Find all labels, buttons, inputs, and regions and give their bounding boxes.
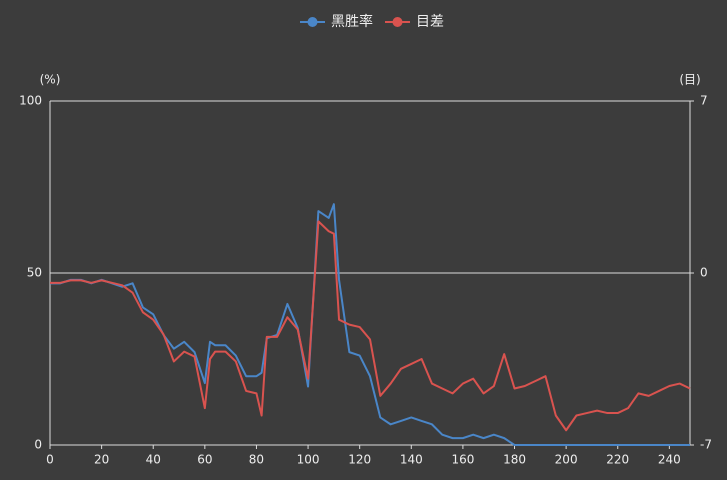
y-tick-label: 100 <box>19 94 42 108</box>
y-tick-label: 50 <box>27 266 42 280</box>
y2-tick-label: 0 <box>700 266 708 280</box>
x-tick-label: 220 <box>606 453 629 467</box>
x-tick-label: 140 <box>400 453 423 467</box>
x-tick-label: 120 <box>348 453 371 467</box>
legend-label[interactable]: 黑胜率 <box>331 13 373 30</box>
x-tick-label: 100 <box>297 453 320 467</box>
y-axis-label: (%) <box>40 73 61 87</box>
x-tick-label: 180 <box>503 453 526 467</box>
y-tick-label: 0 <box>34 438 42 452</box>
y2-tick-label: -7 <box>700 438 712 452</box>
legend-label[interactable]: 目差 <box>416 14 444 30</box>
y2-tick-label: 7 <box>700 94 708 108</box>
legend-symbol <box>392 17 403 27</box>
legend-symbol <box>307 17 318 27</box>
series-line <box>50 220 691 432</box>
x-tick-label: 240 <box>658 453 681 467</box>
x-tick-label: 40 <box>146 453 161 467</box>
y2-axis-label: (目) <box>679 73 700 87</box>
x-tick-label: 160 <box>451 453 474 467</box>
x-tick-label: 200 <box>555 453 578 467</box>
x-tick-label: 20 <box>94 453 109 467</box>
x-tick-label: 60 <box>197 453 212 467</box>
x-tick-label: 80 <box>249 453 264 467</box>
x-tick-label: 0 <box>46 453 54 467</box>
